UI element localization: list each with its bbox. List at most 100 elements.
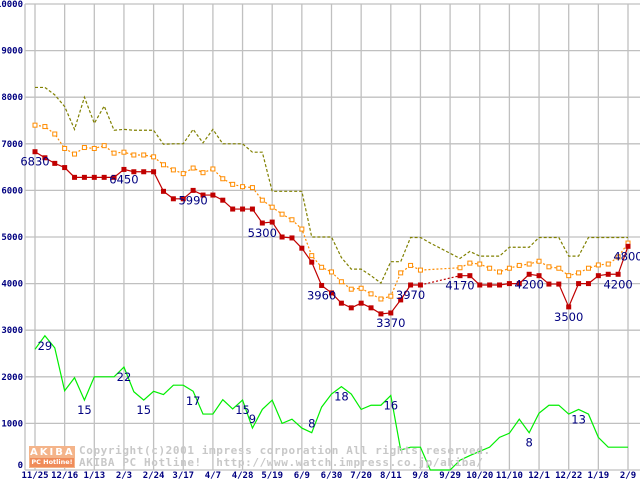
data-point	[210, 166, 216, 172]
data-point	[180, 171, 186, 177]
data-label: 16	[383, 398, 398, 412]
data-point	[388, 310, 394, 316]
series-max-price	[35, 86, 628, 285]
data-point	[160, 188, 166, 194]
data-label: 15	[235, 403, 250, 417]
data-point	[240, 184, 246, 190]
data-point	[141, 169, 147, 175]
data-point	[81, 174, 87, 180]
x-axis-ticks: 11/25 12/16 1/13 2/3 2/24 3/17 4/7 4/28 5/19 6/9 6…	[21, 471, 636, 480]
data-point	[487, 265, 493, 271]
data-point	[170, 196, 176, 202]
data-point	[408, 282, 414, 288]
data-label: 4200	[515, 277, 544, 291]
x-tick-label: 4/7	[205, 471, 221, 480]
series-line	[34, 334, 628, 471]
data-point	[269, 219, 275, 225]
data-point	[536, 258, 542, 264]
series-line	[34, 151, 421, 315]
data-point	[230, 181, 236, 187]
data-point	[625, 243, 631, 249]
series-line	[35, 86, 628, 285]
akiba-logo: AKIBA PC Hotline!	[29, 446, 75, 468]
data-point	[408, 262, 414, 268]
data-point	[605, 261, 611, 267]
data-point	[160, 162, 166, 168]
x-tick-label: 9/29	[439, 471, 461, 480]
data-point	[111, 150, 117, 156]
y-tick-label: 7000	[1, 140, 23, 150]
x-tick-label: 11/25	[21, 471, 48, 480]
data-point	[566, 304, 572, 310]
data-point	[358, 300, 364, 306]
data-point	[585, 281, 591, 287]
data-point	[329, 269, 334, 275]
x-tick-label: 3/17	[172, 471, 194, 480]
grid	[24, 3, 640, 471]
x-tick-label: 6/9	[294, 471, 310, 480]
x-tick-label: 2/3	[116, 471, 132, 480]
x-tick-label: 12/22	[555, 471, 582, 480]
data-point	[388, 293, 394, 299]
data-label: 18	[334, 390, 349, 404]
y-tick-label: 1000	[1, 419, 23, 429]
data-label: 3970	[396, 288, 425, 302]
data-point	[368, 291, 374, 297]
data-point	[259, 220, 265, 226]
data-point	[121, 149, 127, 155]
x-tick-label: 9/8	[412, 471, 428, 480]
data-point	[526, 261, 532, 267]
y-tick-label: 5000	[1, 233, 23, 243]
x-tick-label: 12/16	[51, 471, 78, 480]
data-point	[348, 305, 354, 311]
data-point	[101, 174, 107, 180]
data-point	[32, 122, 38, 128]
data-point	[42, 155, 48, 161]
x-tick-label: 11/10	[496, 471, 523, 480]
data-label: 15	[136, 403, 151, 417]
series-lines	[32, 86, 631, 471]
data-point	[585, 265, 591, 271]
data-point	[299, 226, 305, 232]
data-point	[52, 131, 58, 137]
data-point	[91, 174, 97, 180]
y-tick-label: 8000	[1, 93, 23, 103]
data-point	[81, 145, 87, 151]
x-tick-label: 7/20	[350, 471, 372, 480]
data-point	[595, 273, 601, 279]
url-watermark: AKIBA PC Hotline! http://www.watch.impre…	[79, 456, 484, 469]
data-point	[477, 261, 483, 267]
x-tick-label: 2/24	[143, 471, 165, 480]
data-point	[309, 253, 315, 259]
data-point	[348, 286, 354, 292]
data-point	[151, 154, 157, 160]
y-tick-label: 4000	[1, 280, 23, 290]
series-line	[459, 242, 629, 277]
data-point	[249, 206, 255, 212]
data-label: 5300	[248, 226, 277, 240]
data-point	[190, 165, 196, 171]
data-point	[368, 305, 374, 311]
data-point	[299, 245, 305, 251]
data-point	[72, 151, 78, 157]
data-point	[220, 176, 226, 182]
data-point	[546, 264, 552, 270]
series-line	[34, 124, 421, 300]
data-point	[32, 149, 38, 155]
data-label: 4170	[445, 279, 474, 293]
data-label: 4200	[603, 277, 632, 291]
series-shop-count-x100	[34, 334, 628, 471]
x-tick-label: 2/9	[620, 471, 636, 480]
copyright-watermark: Copyright(c)2001 impress corporation All…	[79, 444, 491, 457]
data-point	[190, 187, 196, 193]
y-tick-label: 0	[18, 461, 23, 471]
data-point	[279, 211, 285, 217]
x-tick-label: 10/20	[466, 471, 493, 480]
data-point	[615, 254, 621, 260]
data-point	[398, 297, 404, 303]
data-point	[210, 192, 216, 198]
data-point	[576, 281, 582, 287]
data-point	[338, 279, 344, 285]
data-point	[309, 259, 315, 265]
